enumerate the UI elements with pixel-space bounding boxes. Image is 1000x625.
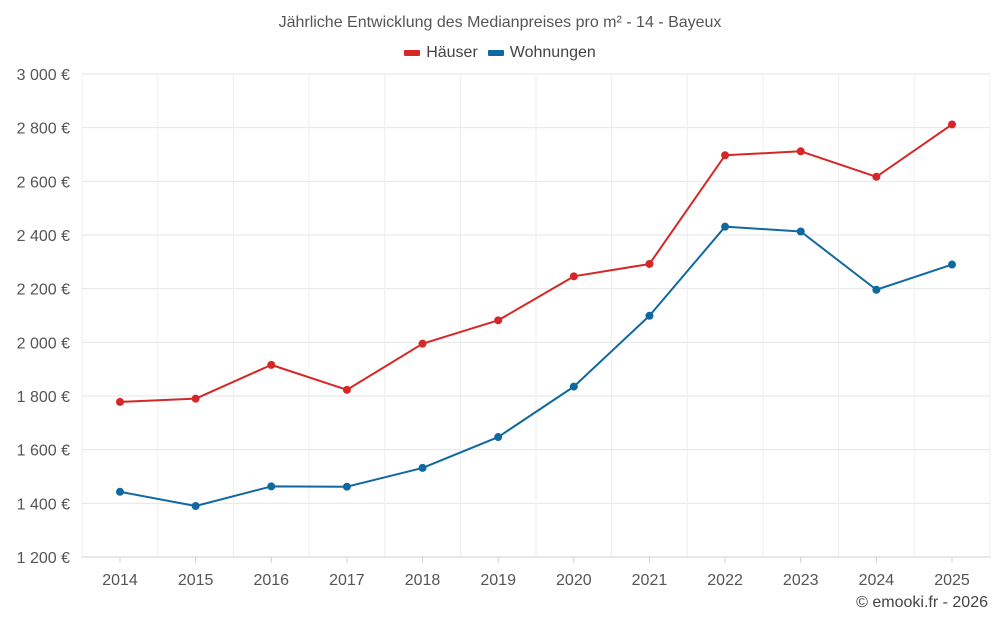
x-tick-label: 2022 <box>707 572 743 589</box>
data-point-wohnungen <box>494 433 503 442</box>
data-point-haeuser <box>418 339 427 348</box>
y-tick-label: 1 200 € <box>17 550 70 567</box>
legend-entry-haeuser[interactable]: Häuser <box>404 44 478 62</box>
x-tick-label: 2020 <box>556 572 592 589</box>
x-tick-label: 2018 <box>405 572 441 589</box>
data-point-wohnungen <box>645 311 654 320</box>
data-point-wohnungen <box>418 463 427 472</box>
data-point-wohnungen <box>872 285 881 294</box>
data-point-wohnungen <box>342 482 351 491</box>
y-tick-label: 2 600 € <box>17 174 70 191</box>
data-point-haeuser <box>872 172 881 181</box>
x-tick-label: 2024 <box>859 572 895 589</box>
legend-swatch-wohnungen <box>487 50 504 56</box>
legend: Häuser Wohnungen <box>0 44 1000 62</box>
data-point-wohnungen <box>267 482 276 491</box>
data-point-wohnungen <box>796 227 805 236</box>
data-point-haeuser <box>569 272 578 281</box>
data-point-haeuser <box>116 397 124 406</box>
x-tick-label: 2021 <box>632 572 668 589</box>
y-tick-label: 3 000 € <box>17 67 70 84</box>
y-tick-label: 1 600 € <box>17 443 70 460</box>
data-point-wohnungen <box>191 502 200 511</box>
data-point-wohnungen <box>721 222 730 231</box>
y-tick-label: 2 000 € <box>17 335 70 352</box>
y-tick-label: 2 800 € <box>17 121 70 138</box>
x-tick-label: 2023 <box>783 572 819 589</box>
legend-swatch-haeuser <box>404 50 421 56</box>
y-tick-label: 2 200 € <box>17 282 70 299</box>
data-point-haeuser <box>645 259 654 268</box>
x-tick-label: 2014 <box>102 572 138 589</box>
y-tick-label: 1 400 € <box>17 496 70 513</box>
series-line-wohnungen <box>119 225 953 508</box>
series-line-haeuser <box>119 123 953 403</box>
credit-text: © emooki.fr - 2026 <box>856 594 988 611</box>
data-point-wohnungen <box>116 487 124 496</box>
x-tick-label: 2016 <box>253 572 289 589</box>
y-tick-label: 1 800 € <box>17 389 70 406</box>
x-tick-label: 2017 <box>329 572 365 589</box>
chart-title: Jährliche Entwicklung des Medianpreises … <box>278 14 722 31</box>
data-point-haeuser <box>796 147 805 156</box>
legend-label-wohnungen: Wohnungen <box>509 44 596 61</box>
data-point-haeuser <box>267 360 276 369</box>
data-point-haeuser <box>948 120 956 129</box>
data-point-haeuser <box>342 385 351 394</box>
x-tick-label: 2015 <box>178 572 214 589</box>
data-point-haeuser <box>494 316 503 325</box>
x-tick-label: 2019 <box>480 572 516 589</box>
data-point-wohnungen <box>569 382 578 391</box>
x-tick-label: 2025 <box>934 572 970 589</box>
data-point-haeuser <box>721 151 730 160</box>
data-point-haeuser <box>191 394 200 403</box>
legend-label-haeuser: Häuser <box>426 44 478 61</box>
data-point-wohnungen <box>948 260 956 269</box>
legend-entry-wohnungen[interactable]: Wohnungen <box>487 44 596 62</box>
y-tick-label: 2 400 € <box>17 228 70 245</box>
